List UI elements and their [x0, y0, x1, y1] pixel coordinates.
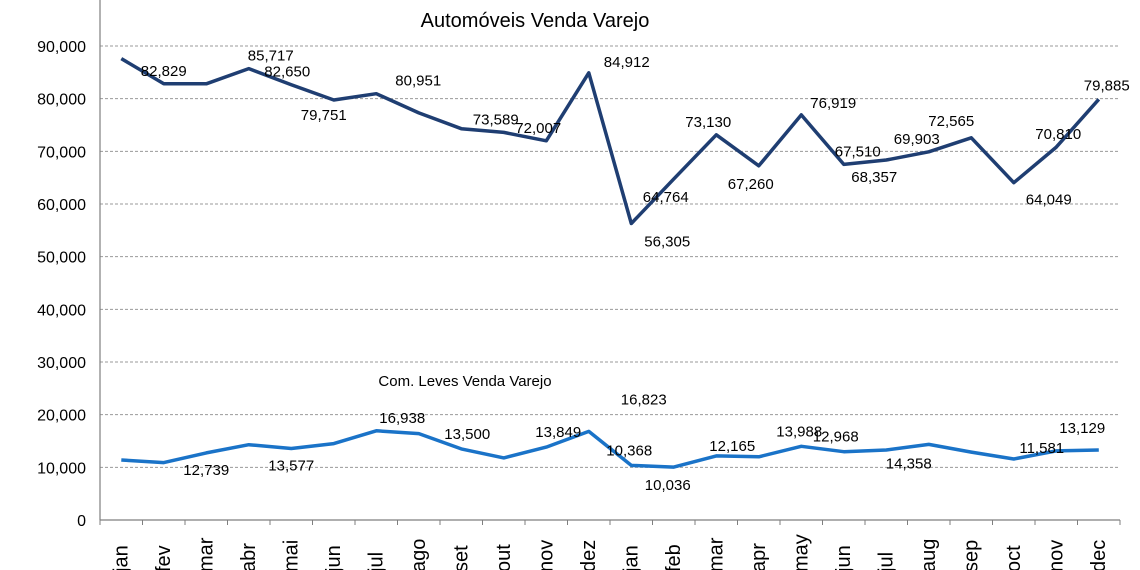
y-tick-label: 30,000	[37, 355, 86, 372]
data-label: 82,650	[264, 64, 310, 81]
y-tick-label: 80,000	[37, 92, 86, 109]
series-title-com-leves: Com. Leves Venda Varejo	[378, 373, 551, 390]
data-label: 67,260	[728, 176, 774, 193]
x-tick-label: sep	[960, 540, 982, 570]
x-tick-label: abr	[238, 543, 260, 570]
x-tick-label: mar	[705, 537, 727, 570]
x-tick-label: mar	[195, 537, 217, 570]
data-label: 69,903	[894, 131, 940, 148]
x-tick-label: jul	[365, 552, 387, 570]
data-label: 13,129	[1059, 420, 1105, 437]
data-label: 72,007	[515, 120, 561, 137]
data-label: 67,510	[835, 143, 881, 160]
series-lines	[120, 57, 1101, 469]
x-tick-label: jan	[620, 545, 642, 570]
data-label: 68,357	[851, 169, 897, 186]
data-label: 13,988	[776, 423, 822, 440]
data-label: 12,739	[183, 462, 229, 479]
y-tick-label: 50,000	[37, 250, 86, 267]
data-label: 12,968	[813, 429, 859, 446]
x-tick-label: jul	[875, 552, 897, 570]
gridlines	[100, 45, 1120, 468]
x-tick-label: nov	[1045, 540, 1067, 570]
data-label: 14,358	[886, 455, 932, 472]
data-label: 16,823	[621, 391, 667, 408]
y-tick-label: 10,000	[37, 460, 86, 477]
x-tick-label: nov	[535, 540, 557, 570]
x-tick-label: may	[790, 534, 812, 570]
y-tick-label: 90,000	[37, 39, 86, 56]
y-tick-label: 70,000	[37, 144, 86, 161]
data-label: 76,919	[810, 95, 856, 112]
x-tick-label: jun	[323, 545, 345, 570]
x-tick-label: fev	[153, 545, 175, 570]
data-label: 85,717	[248, 48, 294, 65]
x-tick-label: oct	[1003, 545, 1025, 570]
x-tick-label: feb	[663, 544, 685, 570]
data-label: 73,589	[473, 111, 519, 128]
series-line-1	[121, 429, 1099, 469]
data-label: 56,305	[644, 233, 690, 250]
axes: 0 10,000 20,000 30,000 40,000 50,000 60,000 70,…	[37, 0, 1121, 570]
data-label: 82,829	[141, 63, 187, 80]
data-label: 84,912	[604, 54, 650, 71]
data-label: 70,810	[1035, 126, 1081, 143]
series-line-0	[120, 57, 1101, 226]
data-label: 13,849	[535, 424, 581, 441]
data-label: 73,130	[685, 114, 731, 131]
y-tick-label: 40,000	[37, 302, 86, 319]
x-tick-label: jan	[110, 545, 132, 570]
x-tick-label: dec	[1088, 540, 1110, 570]
y-tick-label: 60,000	[37, 197, 86, 214]
x-tick-label: ago	[408, 539, 430, 570]
data-label: 10,036	[645, 477, 691, 494]
data-label: 10,368	[606, 442, 652, 459]
data-label: 64,764	[643, 189, 689, 206]
data-label: 13,577	[268, 457, 314, 474]
data-label: 13,500	[444, 426, 490, 443]
data-label: 80,951	[395, 73, 441, 90]
data-label: 64,049	[1026, 192, 1072, 209]
x-tick-label: dez	[578, 540, 600, 570]
x-tick-label: apr	[748, 543, 770, 570]
x-tick-label: aug	[918, 539, 940, 570]
data-label: 11,581	[1019, 440, 1064, 457]
y-tick-label: 0	[77, 513, 86, 530]
x-tick-label: out	[493, 544, 515, 570]
x-tick-label: set	[450, 545, 472, 570]
y-tick-label: 20,000	[37, 408, 86, 425]
series-title-automoveis: Automóveis Venda Varejo	[421, 10, 650, 32]
data-label: 72,565	[928, 113, 974, 130]
data-label: 12,165	[709, 438, 755, 455]
x-tick-label: jun	[833, 545, 855, 570]
data-label: 16,938	[379, 410, 425, 427]
x-tick-label: mai	[280, 540, 302, 570]
data-label: 79,751	[301, 107, 347, 124]
data-label: 79,885	[1084, 77, 1130, 94]
